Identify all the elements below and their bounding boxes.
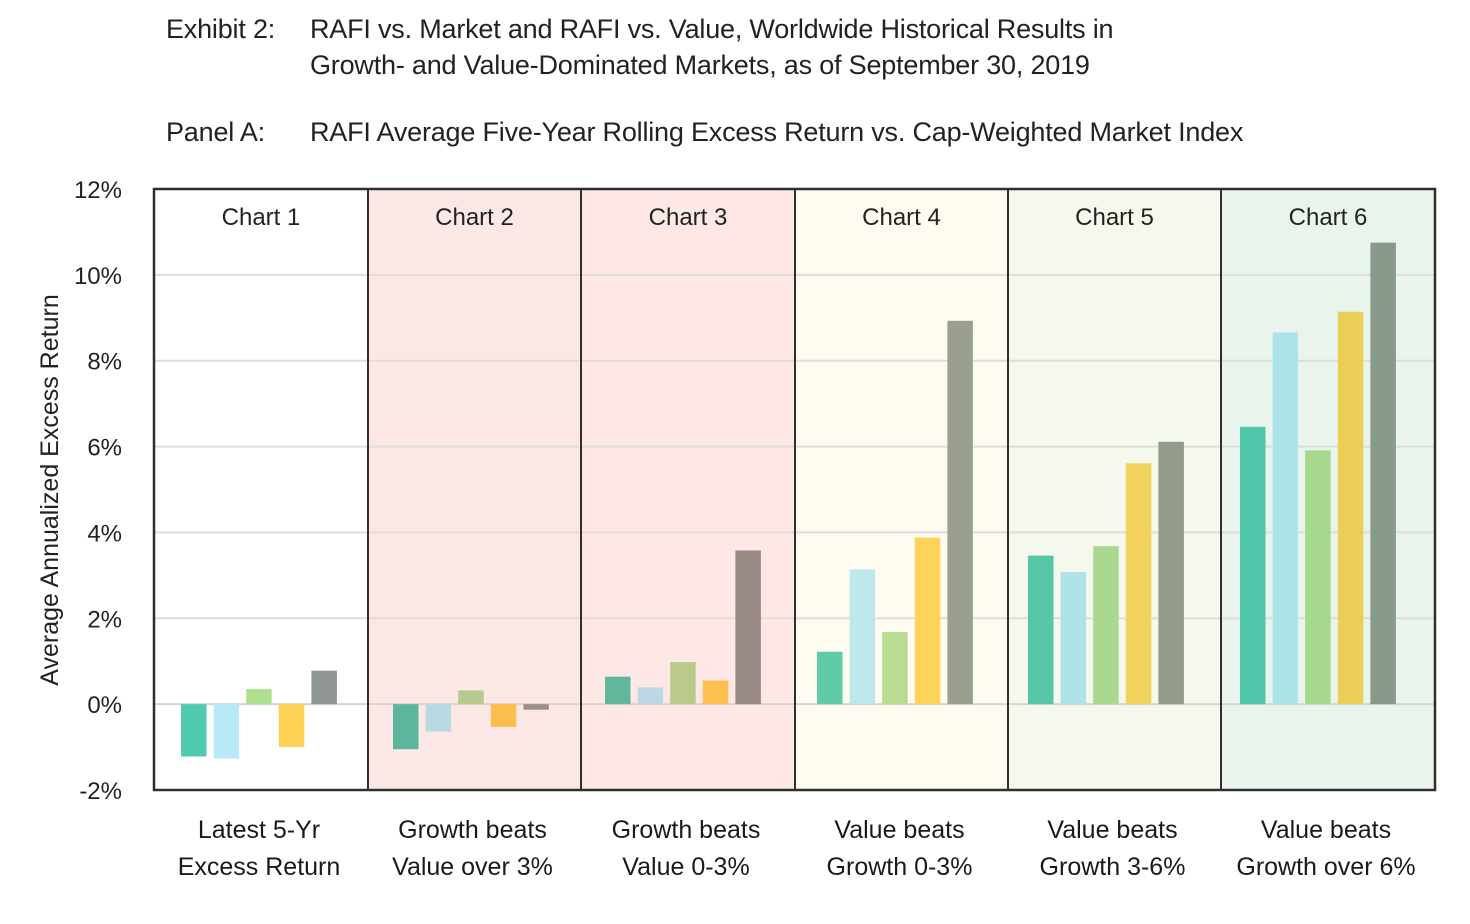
category-label: Excess Return (178, 853, 341, 881)
panel-title: Chart 6 (1289, 204, 1368, 231)
bar (637, 687, 664, 705)
bars (181, 242, 1396, 759)
bar (882, 632, 908, 705)
panel-borders (152, 187, 1437, 792)
bar (1158, 441, 1184, 705)
panel-title: Chart 2 (435, 204, 514, 231)
category-label: Latest 5-Yr (198, 816, 320, 844)
bar (1305, 450, 1331, 705)
bar (425, 704, 452, 732)
y-tick-label: 0% (87, 692, 122, 719)
bar (670, 662, 696, 705)
panel-title: Chart 5 (1075, 204, 1154, 231)
bar (735, 550, 761, 705)
panel-background (368, 189, 581, 790)
category-label: Growth over 6% (1236, 853, 1415, 881)
category-label: Value beats (834, 816, 964, 844)
category-label: Value beats (1047, 816, 1177, 844)
exhibit-title-line1: RAFI vs. Market and RAFI vs. Value, Worl… (310, 14, 1114, 44)
category-label: Growth 0-3% (827, 853, 973, 881)
y-tick-label: 10% (74, 263, 122, 290)
y-tick-label: 2% (87, 606, 122, 633)
bar (393, 704, 419, 750)
bar (947, 320, 973, 705)
y-tick-label: 8% (87, 349, 122, 376)
bar (1240, 426, 1266, 705)
bar (1337, 311, 1364, 705)
y-tick-label: -2% (79, 778, 122, 805)
category-label: Value over 3% (392, 853, 553, 881)
bar (817, 651, 843, 705)
bar (1125, 463, 1152, 705)
bar (490, 704, 517, 727)
panel-label: Panel A: (166, 117, 265, 147)
y-axis-label: Average Annualized Excess Return (36, 294, 64, 685)
bar (702, 680, 729, 705)
category-label: Growth 3-6% (1040, 853, 1186, 881)
bar (523, 704, 549, 710)
panel-title: Chart 4 (862, 204, 941, 231)
bar (458, 690, 484, 705)
bar (278, 704, 305, 748)
bar (849, 569, 876, 705)
y-tick-label: 4% (87, 520, 122, 547)
panel-title: Chart 1 (222, 204, 301, 231)
exhibit-label: Exhibit 2: (166, 14, 276, 44)
bar (1028, 555, 1054, 705)
labels: -2% 0% 2% 4% 6% 8% 10% 12% Chart 1 Latest 5-Yr Exc… (74, 177, 1416, 881)
bar (605, 676, 631, 705)
category-label: Value 0-3% (622, 853, 749, 881)
category-label: Growth beats (612, 816, 761, 844)
y-tick-label: 6% (87, 435, 122, 462)
bar (1060, 571, 1087, 705)
category-label: Growth beats (398, 816, 547, 844)
bar (311, 670, 337, 705)
category-label: Value beats (1261, 816, 1391, 844)
panel-title: Chart 3 (649, 204, 728, 231)
bar (181, 704, 207, 757)
bar (213, 704, 240, 759)
panel-title: RAFI Average Five-Year Rolling Excess Re… (310, 117, 1244, 147)
exhibit-title-line2: Growth- and Value-Dominated Markets, as … (310, 50, 1090, 80)
bar (914, 537, 941, 705)
bar (1370, 242, 1396, 705)
bar (246, 689, 272, 705)
bar (1093, 546, 1119, 705)
bar (1272, 332, 1299, 705)
y-tick-label: 12% (74, 177, 122, 204)
